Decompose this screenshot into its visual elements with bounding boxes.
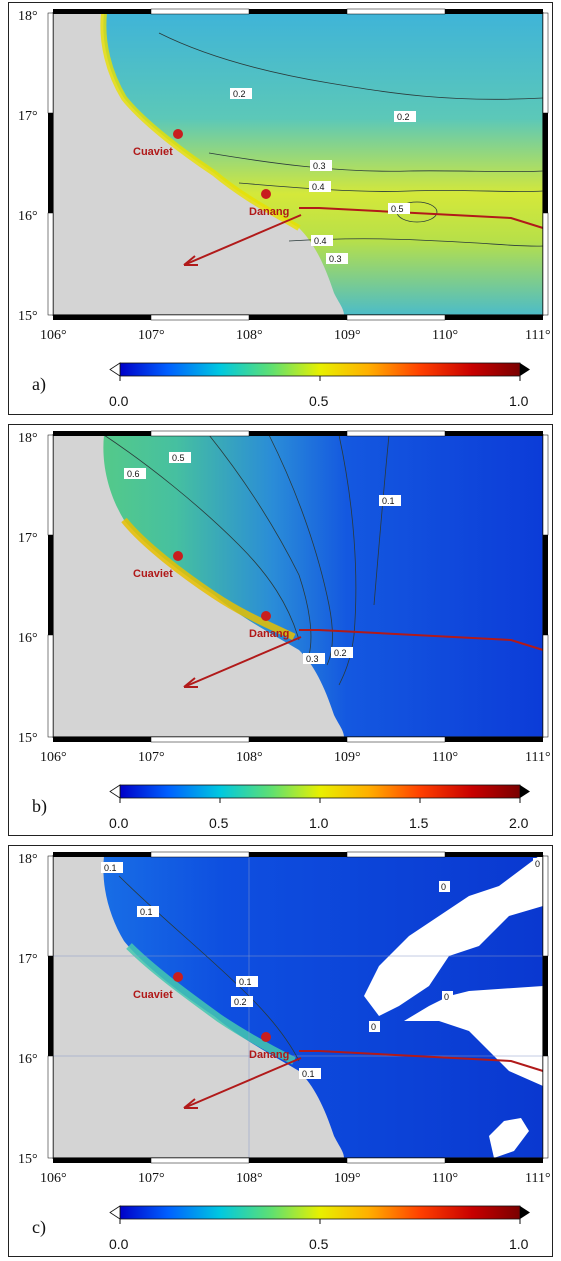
contour-label: 0.1 (140, 907, 153, 917)
contour-label: 0 (444, 992, 449, 1002)
contour-label: 0.5 (172, 453, 185, 463)
y-tick: 15° (18, 309, 38, 324)
colorbar-tick: 0.5 (309, 1236, 329, 1252)
colorbar-tick: 0.0 (109, 815, 129, 831)
contour-label: 0 (535, 859, 540, 869)
x-tick: 109° (334, 750, 361, 765)
x-tick: 110° (432, 750, 458, 765)
contour-label: 0.4 (312, 182, 325, 192)
y-tick: 18° (18, 431, 38, 446)
colorbar-tick: 0.5 (309, 393, 329, 409)
x-tick: 106° (40, 750, 67, 765)
contour-label: 0.3 (329, 254, 342, 264)
x-tick: 108° (236, 750, 263, 765)
contour-labels-a: 0.2 0.2 0.3 0.4 0.5 0.4 0.3 (230, 88, 416, 264)
map-panel-a: Cuaviet Danang 0.2 0.2 0.3 0.4 0.5 0.4 0… (8, 2, 553, 415)
y-tick: 17° (18, 952, 38, 967)
colorbar-tick: 1.0 (509, 393, 529, 409)
place-label-danang: Danang (249, 206, 289, 218)
place-label-cuaviet: Cuaviet (133, 146, 173, 158)
place-label-cuaviet: Cuaviet (133, 989, 173, 1001)
y-tick: 16° (18, 1052, 38, 1067)
colorbar-tick: 0.5 (209, 815, 229, 831)
colorbar-c (109, 1205, 530, 1224)
danang-marker (261, 189, 271, 199)
colorbar-tick: 2.0 (509, 815, 529, 831)
colorbar-tick: 1.0 (509, 1236, 529, 1252)
contour-label: 0.2 (397, 112, 410, 122)
contour-label: 0.2 (334, 648, 347, 658)
y-tick: 16° (18, 631, 38, 646)
x-tick: 106° (40, 1171, 67, 1186)
place-label-cuaviet: Cuaviet (133, 568, 173, 580)
x-tick: 110° (432, 1171, 458, 1186)
contour-label: 0.1 (302, 1069, 315, 1079)
cuaviet-marker (173, 972, 183, 982)
x-tick: 109° (334, 1171, 361, 1186)
colorbar-tick: 1.5 (409, 815, 429, 831)
contour-label: 0.2 (233, 89, 246, 99)
x-tick: 111° (525, 1171, 551, 1186)
colorbar-b (109, 784, 530, 803)
x-tick: 106° (40, 328, 67, 343)
map-frame-a (47, 8, 549, 321)
x-tick: 108° (236, 328, 263, 343)
panel-label-c: c) (32, 1217, 46, 1238)
x-tick: 109° (334, 328, 361, 343)
x-tick: 111° (525, 750, 551, 765)
contour-label: 0.4 (314, 236, 327, 246)
direction-arrow (183, 1057, 302, 1109)
y-tick: 17° (18, 531, 38, 546)
direction-arrow (183, 636, 302, 688)
x-tick: 107° (138, 1171, 165, 1186)
no-data-region (364, 856, 543, 1016)
map-panel-b: Cuaviet Danang 0.5 0.6 0.1 0.3 0.2 18° 1… (8, 424, 553, 836)
ship-track (299, 629, 544, 651)
map-a-svg: Cuaviet Danang 0.2 0.2 0.3 0.4 0.5 0.4 0… (18, 8, 551, 409)
contour-label: 0.2 (234, 997, 247, 1007)
cuaviet-marker (173, 551, 183, 561)
contour-labels-b: 0.5 0.6 0.1 0.3 0.2 (124, 452, 401, 664)
contour-label: 0.1 (239, 977, 252, 987)
ship-track (299, 207, 544, 229)
danang-marker (261, 1032, 271, 1042)
x-tick: 108° (236, 1171, 263, 1186)
colorbar-tick: 0.0 (109, 393, 129, 409)
x-tick: 107° (138, 750, 165, 765)
x-tick: 110° (432, 328, 458, 343)
contour-label: 0.5 (391, 204, 404, 214)
map-c-svg: Cuaviet Danang 0.1 0.1 0.1 0.2 0.1 0 0 0… (18, 851, 551, 1252)
y-tick: 16° (18, 209, 38, 224)
direction-arrow (183, 214, 302, 266)
contour-labels-c: 0.1 0.1 0.1 0.2 0.1 0 0 0 0 (101, 858, 544, 1079)
contour-label: 0.6 (127, 469, 140, 479)
y-tick: 18° (18, 852, 38, 867)
place-label-danang: Danang (249, 1049, 289, 1061)
cuaviet-marker (173, 129, 183, 139)
y-tick: 15° (18, 731, 38, 746)
x-tick: 107° (138, 328, 165, 343)
map-frame-b (47, 430, 549, 743)
map-b-svg: Cuaviet Danang 0.5 0.6 0.1 0.3 0.2 18° 1… (18, 430, 551, 831)
contour-label: 0.3 (306, 654, 319, 664)
panel-label-b: b) (32, 796, 47, 817)
contour-label: 0 (371, 1022, 376, 1032)
colorbar-tick: 0.0 (109, 1236, 129, 1252)
y-tick: 17° (18, 109, 38, 124)
x-tick: 111° (525, 328, 551, 343)
map-panel-c: Cuaviet Danang 0.1 0.1 0.1 0.2 0.1 0 0 0… (8, 845, 553, 1257)
ship-track (299, 1050, 544, 1072)
place-label-danang: Danang (249, 628, 289, 640)
contour-label: 0 (441, 882, 446, 892)
y-tick: 18° (18, 9, 38, 24)
contour-label: 0.1 (382, 496, 395, 506)
colorbar-tick: 1.0 (309, 815, 329, 831)
panel-label-a: a) (32, 374, 46, 395)
contour-label: 0.1 (104, 863, 117, 873)
danang-marker (261, 611, 271, 621)
map-frame-c (47, 851, 549, 1164)
colorbar-a (109, 362, 530, 381)
y-tick: 15° (18, 1152, 38, 1167)
contour-label: 0.3 (313, 161, 326, 171)
